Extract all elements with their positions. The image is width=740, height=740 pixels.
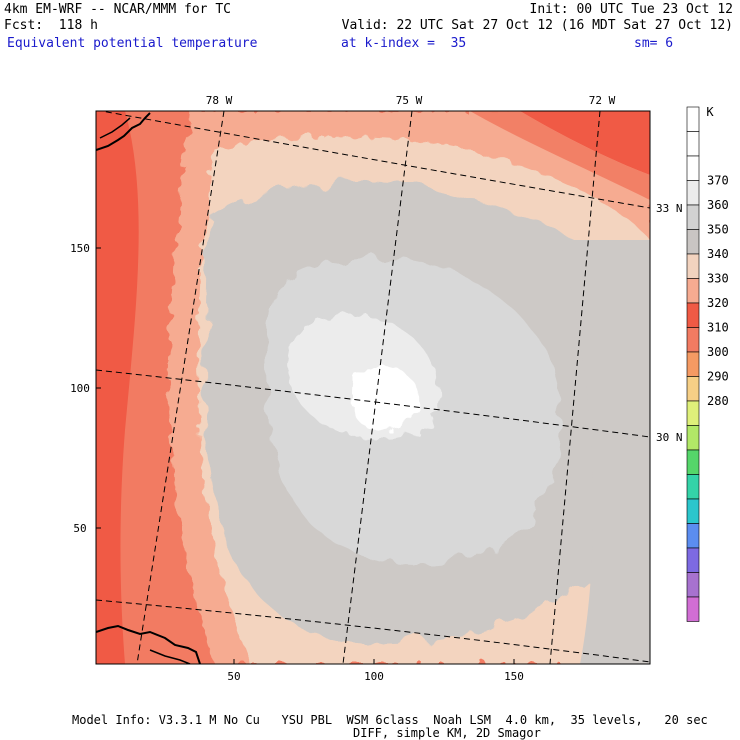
band-ne-340 (520, 111, 650, 175)
colorbar-swatch (686, 278, 700, 304)
colorbar-swatch (686, 547, 700, 573)
field-name: Equivalent potential temperature (7, 36, 258, 51)
colorbar-label: 370 (707, 174, 729, 188)
smoothing-info: sm= 6 (634, 36, 674, 51)
x-tick-100: 100 (364, 670, 384, 683)
lat-label-33n: 33 N (656, 202, 683, 215)
coastline-north-2 (99, 117, 131, 139)
band-360-se (560, 240, 650, 664)
forecast-hour: Fcst: 118 h (4, 18, 98, 33)
colorbar-label: 330 (707, 272, 729, 286)
colorbar-swatch (686, 253, 700, 279)
colorbar-swatch (686, 302, 700, 328)
model-title: 4km EM-WRF -- NCAR/MMM for TC (4, 2, 231, 17)
colorbar-swatch (686, 572, 700, 598)
meridian-78w (136, 111, 225, 664)
colorbar-label: 310 (707, 321, 729, 335)
colorbar-swatch (686, 180, 700, 206)
x-tick-50: 50 (227, 670, 240, 683)
level-info: at k-index = 35 (341, 36, 467, 51)
colorbar-swatch (686, 204, 700, 230)
colorbar-swatch (686, 376, 700, 402)
y-tick-150: 150 (70, 242, 90, 255)
colorbar-unit: K (706, 105, 714, 119)
meridian-72w (549, 111, 601, 664)
colorbar-swatch (686, 400, 700, 426)
graticule (96, 111, 650, 664)
colorbar-label: 360 (707, 198, 729, 212)
colorbar-label: 290 (707, 370, 729, 384)
valid-time: Valid: 22 UTC Sat 27 Oct 12 (16 MDT Sat … (341, 18, 733, 33)
colorbar-swatch (686, 327, 700, 353)
colorbar-swatch (686, 498, 700, 524)
parallel-30n (96, 369, 650, 438)
meridian-75w (342, 111, 413, 664)
colorbar-swatch (686, 596, 700, 622)
band-ne-345 (470, 111, 650, 200)
colorbar-label: 340 (707, 247, 729, 261)
colorbar-swatch (686, 155, 700, 181)
y-tick-50: 50 (73, 522, 86, 535)
colorbar-swatch (686, 523, 700, 549)
colorbar-swatch (686, 106, 700, 132)
map-field (96, 111, 650, 664)
model-info: Model Info: V3.3.1 M No Cu YSU PBL WSM 6… (72, 713, 708, 727)
y-tick-100: 100 (70, 382, 90, 395)
colorbar-swatch (686, 131, 700, 157)
coastline-north (96, 112, 151, 151)
model-info-2: DIFF, simple KM, 2D Smagor (353, 726, 541, 740)
colorbar-swatch (686, 449, 700, 475)
colorbar-label: 280 (707, 394, 729, 408)
init-time: Init: 00 UTC Tue 23 Oct 12 (529, 2, 734, 17)
colorbar-label: 350 (707, 223, 729, 237)
lon-label-78w: 78 W (206, 94, 233, 107)
axis-ticks (96, 247, 515, 664)
colorbar-swatch (686, 351, 700, 377)
lat-label-30n: 30 N (656, 431, 683, 444)
colorbar-swatch (686, 474, 700, 500)
colorbar-swatch (686, 425, 700, 451)
lon-label-75w: 75 W (396, 94, 423, 107)
colorbar-swatch (686, 229, 700, 255)
colorbar-label: 300 (707, 345, 729, 359)
colorbar-label: 320 (707, 296, 729, 310)
parallel-33n (98, 111, 650, 209)
coastline-south-2 (149, 649, 191, 664)
colorbar: 370 360 350 340 330 320 310 300 290 280 (686, 106, 729, 622)
coastline-south (96, 624, 201, 664)
lon-label-72w: 72 W (589, 94, 616, 107)
band-375 (352, 366, 420, 431)
x-tick-150: 150 (504, 670, 524, 683)
